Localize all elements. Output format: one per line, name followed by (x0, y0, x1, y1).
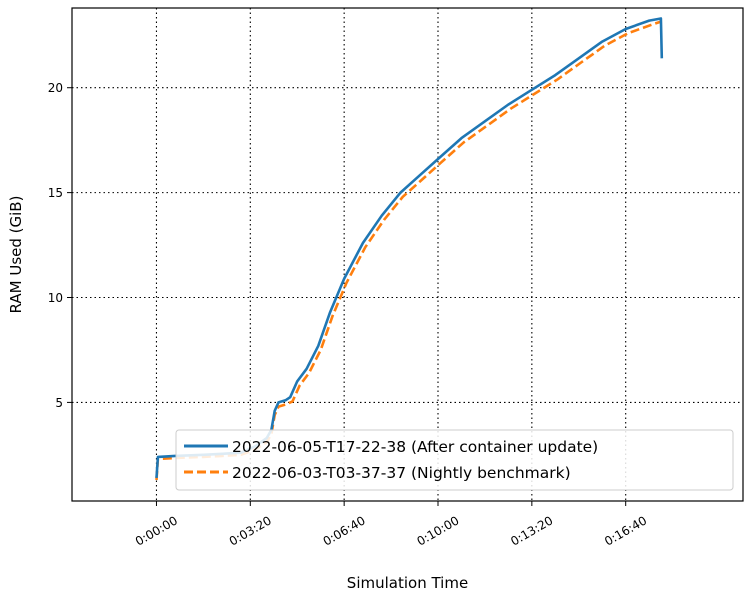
y-tick-label: 15 (48, 186, 63, 200)
grid-lines (72, 8, 743, 501)
y-axis-label: RAM Used (GiB) (7, 196, 25, 314)
legend: 2022-06-05-T17-22-38 (After container up… (175, 429, 734, 491)
legend-label-series-1: 2022-06-05-T17-22-38 (After container up… (232, 438, 598, 456)
y-tick-label: 5 (55, 396, 63, 410)
legend-box (175, 429, 734, 491)
plot-frame (71, 7, 744, 502)
y-tick-label: 10 (48, 291, 63, 305)
y-tick-label: 20 (48, 81, 63, 95)
x-axis-label: Simulation Time (347, 574, 468, 592)
legend-label-series-2: 2022-06-03-T03-37-37 (Nightly benchmark) (232, 464, 571, 482)
